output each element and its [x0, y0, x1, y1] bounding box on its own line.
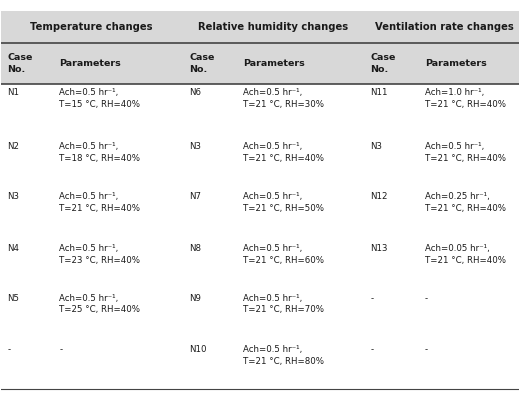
Text: N3: N3 [370, 142, 383, 151]
Text: N11: N11 [370, 88, 388, 97]
Text: Ach=0.5 hr⁻¹,
T=21 °C, RH=40%: Ach=0.5 hr⁻¹, T=21 °C, RH=40% [59, 192, 140, 213]
Text: -: - [370, 294, 374, 303]
Text: -: - [7, 346, 11, 354]
Text: Ach=0.05 hr⁻¹,
T=21 °C, RH=40%: Ach=0.05 hr⁻¹, T=21 °C, RH=40% [425, 244, 506, 265]
Text: Case
No.: Case No. [370, 54, 396, 74]
Bar [1, 11, 519, 42]
Text: Relative humidity changes: Relative humidity changes [198, 22, 348, 32]
Text: -: - [59, 346, 63, 354]
Text: -: - [370, 346, 374, 354]
Text: N12: N12 [370, 192, 388, 201]
Text: -: - [425, 294, 428, 303]
Text: Ach=0.5 hr⁻¹,
T=21 °C, RH=40%: Ach=0.5 hr⁻¹, T=21 °C, RH=40% [243, 142, 324, 163]
Text: Temperature changes: Temperature changes [30, 22, 153, 32]
Text: Ventilation rate changes: Ventilation rate changes [375, 22, 514, 32]
Text: Case
No.: Case No. [189, 54, 215, 74]
Text: N13: N13 [370, 244, 388, 253]
Text: N7: N7 [189, 192, 201, 201]
Text: Ach=1.0 hr⁻¹,
T=21 °C, RH=40%: Ach=1.0 hr⁻¹, T=21 °C, RH=40% [425, 88, 506, 109]
Text: N5: N5 [7, 294, 20, 303]
Text: Ach=0.5 hr⁻¹,
T=21 °C, RH=40%: Ach=0.5 hr⁻¹, T=21 °C, RH=40% [425, 142, 506, 163]
Text: Parameters: Parameters [243, 59, 305, 68]
Text: N4: N4 [7, 244, 20, 253]
Text: N9: N9 [189, 294, 201, 303]
Text: Ach=0.5 hr⁻¹,
T=21 °C, RH=30%: Ach=0.5 hr⁻¹, T=21 °C, RH=30% [243, 88, 324, 109]
Text: Ach=0.5 hr⁻¹,
T=21 °C, RH=60%: Ach=0.5 hr⁻¹, T=21 °C, RH=60% [243, 244, 324, 265]
Text: N1: N1 [7, 88, 20, 97]
Text: Parameters: Parameters [59, 59, 121, 68]
Text: Ach=0.5 hr⁻¹,
T=25 °C, RH=40%: Ach=0.5 hr⁻¹, T=25 °C, RH=40% [59, 294, 140, 314]
Text: N2: N2 [7, 142, 20, 151]
Text: -: - [425, 346, 428, 354]
Text: Ach=0.5 hr⁻¹,
T=15 °C, RH=40%: Ach=0.5 hr⁻¹, T=15 °C, RH=40% [59, 88, 140, 109]
Text: Case
No.: Case No. [7, 54, 33, 74]
Text: Ach=0.5 hr⁻¹,
T=21 °C, RH=80%: Ach=0.5 hr⁻¹, T=21 °C, RH=80% [243, 346, 324, 366]
Text: Ach=0.25 hr⁻¹,
T=21 °C, RH=40%: Ach=0.25 hr⁻¹, T=21 °C, RH=40% [425, 192, 506, 213]
Text: N8: N8 [189, 244, 201, 253]
Text: N6: N6 [189, 88, 201, 97]
Text: Ach=0.5 hr⁻¹,
T=21 °C, RH=50%: Ach=0.5 hr⁻¹, T=21 °C, RH=50% [243, 192, 324, 213]
Text: Ach=0.5 hr⁻¹,
T=23 °C, RH=40%: Ach=0.5 hr⁻¹, T=23 °C, RH=40% [59, 244, 140, 265]
Text: Ach=0.5 hr⁻¹,
T=18 °C, RH=40%: Ach=0.5 hr⁻¹, T=18 °C, RH=40% [59, 142, 140, 163]
Text: Parameters: Parameters [425, 59, 487, 68]
Text: N3: N3 [189, 142, 201, 151]
Bar [1, 42, 519, 84]
Text: N3: N3 [7, 192, 20, 201]
Text: N10: N10 [189, 346, 207, 354]
Text: Ach=0.5 hr⁻¹,
T=21 °C, RH=70%: Ach=0.5 hr⁻¹, T=21 °C, RH=70% [243, 294, 324, 314]
